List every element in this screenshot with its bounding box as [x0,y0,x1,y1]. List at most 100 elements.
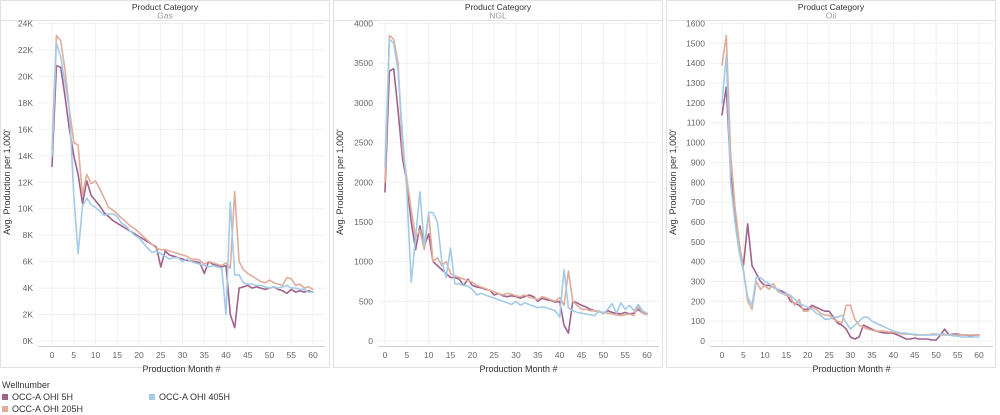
legend-label: OCC-A OHI 405H [159,392,231,402]
y-tick-label: 16K [18,124,33,134]
x-tick-label: 0 [383,350,388,360]
x-tick-label: 35 [533,350,543,360]
x-tick-label: 45 [910,350,920,360]
y-axis-title: Avg. Production per 1,000' [335,129,345,235]
y-tick-label: 1200 [686,98,705,108]
y-tick-label: 4000 [354,19,373,29]
x-axis-title: Production Month # [479,364,557,374]
x-tick-label: 30 [178,350,188,360]
x-tick-label: 50 [265,350,275,360]
legend-label: OCC-A OHI 205H [12,404,84,414]
legend-swatch [2,406,8,412]
x-tick-label: 5 [404,350,409,360]
y-tick-label: 800 [691,177,705,187]
x-tick-label: 55 [620,350,630,360]
y-tick-label: 24K [18,19,33,29]
panel-frame [666,0,996,368]
y-tick-label: 200 [691,296,705,306]
y-tick-label: 900 [691,157,705,167]
x-tick-label: 45 [243,350,253,360]
x-tick-label: 0 [50,350,55,360]
y-tick-label: 100 [691,316,705,326]
series-line-occ-a-ohi-205h [51,34,314,291]
y-tick-label: 1500 [686,38,705,48]
x-tick-label: 0 [720,350,725,360]
y-tick-label: 1300 [686,78,705,88]
panel-frame [0,0,330,368]
y-tick-label: 1500 [354,217,373,227]
x-tick-label: 10 [760,350,770,360]
y-axis-title: Avg. Production per 1,000' [2,129,12,235]
legend: Wellnumber OCC-A OHI 5H OCC-A OHI 205H O… [0,380,1000,415]
x-tick-label: 30 [846,350,856,360]
legend-swatch [149,394,155,400]
x-tick-label: 10 [91,350,101,360]
panel-header-label: Product Category [132,2,199,12]
y-tick-label: 500 [691,237,705,247]
y-axis-title: Avg. Production per 1,000' [668,129,678,235]
y-tick-label: 400 [691,257,705,267]
y-tick-label: 0K [23,336,34,346]
y-tick-label: 0 [700,336,705,346]
x-tick-label: 5 [71,350,76,360]
y-tick-label: 18K [18,98,33,108]
x-axis-title: Production Month # [812,364,890,374]
y-tick-label: 10K [18,204,33,214]
series-line-occ-a-ohi-205h [721,34,980,336]
x-tick-label: 60 [308,350,318,360]
panel-header-label: Product Category [465,2,532,12]
y-tick-label: 22K [18,45,33,55]
x-tick-label: 35 [200,350,210,360]
x-tick-label: 60 [974,350,984,360]
x-tick-label: 50 [931,350,941,360]
chart-area: Product CategoryGas0K2K4K6K8K10K12K14K16… [0,0,996,374]
panel-oil: Product CategoryOil010020030040050060070… [666,0,996,374]
x-tick-label: 20 [803,350,813,360]
panel-ngl: Product CategoryNGL050010001500200025003… [333,0,663,374]
y-tick-label: 1600 [686,19,705,29]
x-tick-label: 20 [134,350,144,360]
y-tick-label: 2K [23,310,34,320]
series-line-occ-a-ohi-405h [51,42,314,316]
x-tick-label: 5 [741,350,746,360]
x-tick-label: 30 [511,350,521,360]
y-tick-label: 1400 [686,58,705,68]
x-axis-title: Production Month # [142,364,220,374]
y-tick-label: 2500 [354,138,373,148]
legend-item-occ-a-ohi-5h[interactable]: OCC-A OHI 5H [2,392,73,402]
panel-category-name: NGL [489,11,507,21]
y-tick-label: 1000 [354,257,373,267]
panel-category-name: Gas [157,11,173,21]
x-tick-label: 15 [782,350,792,360]
y-tick-label: 12K [18,177,33,187]
x-tick-label: 15 [113,350,123,360]
x-tick-label: 40 [555,350,565,360]
x-tick-label: 25 [489,350,499,360]
x-tick-label: 40 [889,350,899,360]
legend-title: Wellnumber [2,380,50,390]
series-line-occ-a-ohi-405h [721,54,980,338]
y-tick-label: 3500 [354,58,373,68]
x-tick-label: 60 [642,350,652,360]
y-tick-label: 3000 [354,98,373,108]
x-tick-label: 10 [424,350,434,360]
x-tick-label: 35 [867,350,877,360]
panel-header-label: Product Category [798,2,865,12]
legend-label: OCC-A OHI 5H [12,392,74,402]
legend-item-occ-a-ohi-205h[interactable]: OCC-A OHI 205H [2,404,83,414]
panel-category-name: Oil [826,11,837,21]
y-tick-label: 0 [368,336,373,346]
x-tick-label: 25 [824,350,834,360]
y-tick-label: 300 [691,276,705,286]
legend-item-occ-a-ohi-405h[interactable]: OCC-A OHI 405H [149,392,230,402]
x-tick-label: 20 [468,350,478,360]
y-tick-label: 20K [18,71,33,81]
x-tick-label: 25 [156,350,166,360]
x-tick-label: 55 [287,350,297,360]
x-tick-label: 50 [599,350,609,360]
y-tick-label: 1000 [686,138,705,148]
y-tick-label: 4K [23,283,34,293]
legend-swatch [2,394,8,400]
y-tick-label: 600 [691,217,705,227]
